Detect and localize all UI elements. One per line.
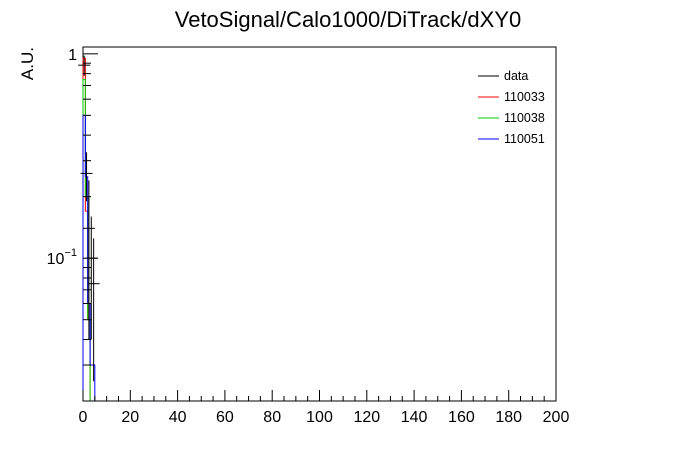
x-tick-label: 40: [169, 409, 187, 426]
x-tick-label: 60: [216, 409, 234, 426]
x-tick-label: 80: [263, 409, 281, 426]
y-tick-label-exponent: −1: [64, 247, 77, 259]
legend-entry-110033: 110033: [504, 90, 545, 104]
legend-entry-110051: 110051: [504, 132, 545, 146]
y-axis-label: A.U.: [18, 47, 37, 80]
plot-marks: [78, 55, 100, 401]
x-tick-label: 200: [543, 409, 570, 426]
y-tick-label: 1: [68, 47, 77, 64]
legend-entry-110038: 110038: [504, 111, 545, 125]
y-axis: 1 10−1: [47, 47, 98, 402]
x-tick-label: 100: [306, 409, 333, 426]
x-axis: 0 20 40 60 80 100 120 140 160 180 200: [79, 390, 570, 426]
legend: data 110033 110038 110051: [478, 69, 545, 146]
x-tick-label: 140: [401, 409, 428, 426]
x-tick-label: 0: [79, 409, 88, 426]
y-tick-label-base: 10: [47, 251, 65, 268]
chart-title: VetoSignal/Calo1000/DiTrack/dXY0: [175, 7, 522, 32]
y-tick-label: 10−1: [47, 247, 77, 268]
y-tick-label-base: 1: [68, 47, 77, 64]
plot-frame: [82, 46, 557, 402]
x-tick-label: 180: [495, 409, 522, 426]
x-tick-label: 120: [353, 409, 380, 426]
x-tick-label: 20: [121, 409, 139, 426]
x-tick-label: 160: [448, 409, 475, 426]
legend-entry-data: data: [504, 69, 528, 83]
